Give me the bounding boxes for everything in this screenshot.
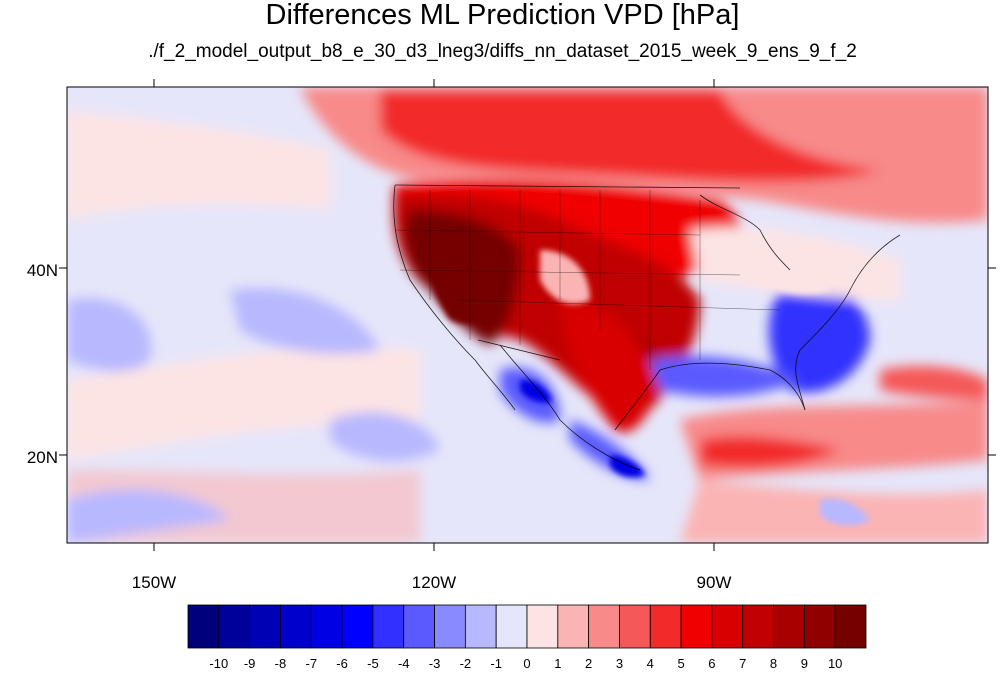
colorbar-box [280,604,312,649]
colorbar-box [619,604,651,649]
colorbar [187,604,867,649]
colorbar-tick-label: -4 [398,656,410,671]
colorbar-tick-label: 10 [828,656,842,671]
colorbar-box [310,604,343,649]
colorbar-box [218,604,251,649]
colorbar-tick-label: 4 [647,656,654,671]
colorbar-box [249,604,281,649]
colorbar-labels: -10 -9 -8 -7 -6 -5 -4 -3 -2 -1 0 1 2 3 4 5 6 7 8 9 10 [209,656,842,671]
colorbar-tick-label: 3 [616,656,623,671]
coastlines [393,184,901,471]
map-title: Differences ML Prediction VPD [hPa] [265,0,740,31]
colorbar-tick-label: -2 [460,656,472,671]
colorbar-box [372,604,405,649]
colorbar-box [834,604,867,649]
colorbar-tick-label: 6 [708,656,715,671]
lat-label-20n: 20N [27,448,58,467]
colorbar-tick-label: 5 [677,656,684,671]
colorbar-tick-label: 9 [801,656,808,671]
colorbar-box [588,604,620,649]
colorbar-box [495,604,528,649]
colorbar-tick-label: -3 [429,656,441,671]
colorbar-box [649,604,682,649]
colorbar-tick-label: -10 [209,656,228,671]
colorbar-box [803,604,836,649]
colorbar-tick-label: -7 [305,656,317,671]
lat-label-40n: 40N [27,261,58,280]
colorbar-tick-label: 1 [554,656,561,671]
colorbar-tick-label: 2 [585,656,592,671]
colorbar-box [711,604,744,649]
state-borders [394,190,781,370]
colorbar-box [557,604,590,649]
colorbar-tick-label: 7 [739,656,746,671]
vpd-difference-field [67,87,988,543]
colorbar-box [464,604,497,649]
map-subtitle: ./f_2_model_output_b8_e_30_d3_lneg3/diff… [148,41,857,62]
colorbar-tick-label: -5 [367,656,379,671]
colorbar-tick-label: 0 [523,656,530,671]
lon-label-150w: 150W [132,573,176,592]
colorbar-tick-label: -1 [490,656,502,671]
colorbar-box [742,604,774,649]
colorbar-tick-label: 8 [770,656,777,671]
colorbar-box [187,604,220,649]
colorbar-box [341,604,374,649]
colorbar-tick-label: -8 [275,656,287,671]
colorbar-box [680,604,713,649]
axis-ticks [59,79,996,551]
colorbar-box [526,604,559,649]
lon-label-120w: 120W [412,573,456,592]
colorbar-box [403,604,435,649]
colorbar-box [434,604,466,649]
colorbar-tick-label: -6 [336,656,348,671]
colorbar-tick-label: -9 [244,656,256,671]
map-frame [66,86,989,544]
colorbar-box [773,604,805,649]
lon-label-90w: 90W [697,573,732,592]
